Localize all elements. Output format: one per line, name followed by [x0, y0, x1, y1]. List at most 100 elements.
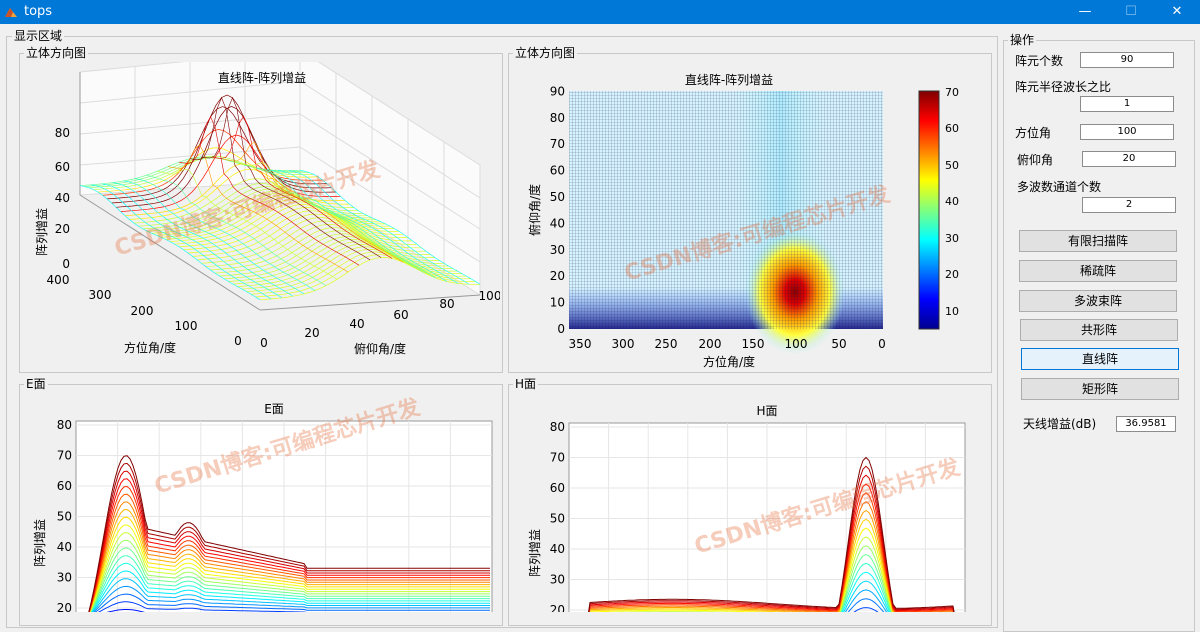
surface-mesh-line [101, 183, 283, 299]
channel-count-field[interactable]: 2 [1082, 197, 1176, 213]
azimuth-field[interactable]: 100 [1080, 124, 1174, 140]
e-plane-ylabel: 阵列增益 [33, 519, 47, 567]
e-plane-y-ticks: 20 30 40 50 60 70 80 [57, 418, 72, 612]
x-tick-label: 50 [831, 337, 846, 351]
colorbar-ticks: 10 20 30 40 50 60 70 [945, 86, 959, 318]
h-plane-plot[interactable]: H面 阵列增益 20 30 40 50 60 70 80 [509, 393, 989, 612]
colorbar-tick-label: 50 [945, 159, 959, 172]
series-line [91, 570, 490, 612]
surface-mesh-line [189, 96, 371, 261]
x-tick-label: 0 [234, 334, 242, 348]
x-tick-label: 300 [89, 288, 112, 302]
colorbar-tick-label: 40 [945, 195, 959, 208]
channel-count-label: 多波数通道个数 [1017, 180, 1102, 194]
x-tick-label: 400 [47, 273, 70, 287]
z-tick-label: 40 [55, 191, 70, 205]
series-line [589, 527, 894, 612]
colorbar-tick-label: 20 [945, 268, 959, 281]
series-line [588, 509, 954, 612]
surface-mesh-line [123, 180, 305, 295]
surface-mesh-line [167, 144, 349, 273]
surface-mesh-line [156, 169, 338, 280]
y-tick-label: 40 [349, 317, 364, 331]
series-line [89, 539, 490, 612]
surface-mesh-line [79, 185, 261, 301]
series-line [589, 518, 894, 612]
series-line [88, 455, 490, 612]
panel-e-plane-label: E面 [24, 377, 48, 391]
x-tick-label: 300 [612, 337, 635, 351]
panel-h-plane-label: H面 [513, 377, 539, 391]
series-line [588, 483, 955, 612]
y-tick-label: 50 [550, 512, 565, 526]
operations-label: 操作 [1008, 33, 1037, 47]
y-tick-label: 90 [550, 84, 565, 98]
h-plane-title: H面 [756, 404, 777, 418]
series-line [88, 478, 490, 612]
radius-ratio-field[interactable]: 1 [1080, 96, 1174, 112]
heatmap-title: 直线阵-阵列增益 [685, 73, 773, 87]
close-button[interactable]: ✕ [1171, 4, 1183, 19]
heatmap-ylabel: 俯仰角/度 [527, 184, 542, 236]
panel-heatmap [508, 53, 992, 373]
x-tick-label: 200 [699, 337, 722, 351]
y-tick-label: 50 [57, 510, 72, 524]
series-line [89, 516, 490, 612]
colorbar [918, 90, 940, 330]
multi-beam-array-button[interactable]: 多波束阵 [1019, 290, 1177, 312]
y-axis-label: 俯仰角/度 [354, 341, 406, 356]
z-axis-label: 阵列增益 [35, 208, 49, 256]
z-tick-label: 20 [55, 222, 70, 236]
series-line [91, 578, 490, 612]
heatmap-image [569, 91, 883, 354]
x-tick-label: 250 [655, 337, 678, 351]
element-count-field[interactable]: 90 [1080, 52, 1174, 68]
element-count-label: 阵元个数 [1015, 54, 1064, 68]
e-plane-title: E面 [264, 402, 284, 416]
minimize-button[interactable]: — [1078, 4, 1092, 19]
e-plane-plot[interactable]: E面 阵列增益 20 30 40 50 60 70 80 [20, 393, 500, 612]
series-line [588, 456, 955, 612]
surface-mesh-line [178, 116, 360, 266]
y-tick-labels: 0 20 40 60 80 100 [260, 289, 500, 350]
antenna-gain-value: 36.9581 [1116, 416, 1176, 432]
surface-mesh [79, 94, 481, 301]
e-plane-curves [88, 455, 490, 612]
heatmap-plot[interactable]: 直线阵-阵列增益 俯仰角/度 方位角/度 350 300 250 200 150 100 5… [509, 62, 989, 370]
series-line [88, 485, 490, 612]
colorbar-tick-label: 10 [945, 305, 959, 318]
matlab-app-icon [5, 8, 17, 17]
maximize-button[interactable]: ☐ [1125, 4, 1137, 19]
colorbar-tick-label: 70 [945, 86, 959, 99]
h-plane-curves [588, 456, 955, 612]
x-tick-label: 100 [175, 319, 198, 333]
y-tick-label: 60 [550, 164, 565, 178]
surface-mesh-line [211, 115, 393, 259]
y-tick-label: 20 [550, 603, 565, 612]
elevation-label: 俯仰角 [1017, 153, 1054, 167]
z-tick-labels: 0 20 40 60 80 [55, 126, 70, 271]
linear-array-button[interactable]: 直线阵 [1021, 348, 1179, 370]
series-line [88, 501, 490, 612]
rectangular-array-button[interactable]: 矩形阵 [1021, 378, 1179, 400]
surface-mesh-line [145, 175, 327, 286]
y-tick-label: 0 [260, 336, 268, 350]
axes-box [79, 62, 481, 311]
series-line [88, 470, 490, 612]
display-region-label: 显示区域 [12, 29, 65, 43]
y-tick-label: 30 [550, 573, 565, 587]
x-tick-label: 100 [785, 337, 808, 351]
conformal-array-button[interactable]: 共形阵 [1020, 319, 1178, 341]
panel-3d-surface [19, 53, 503, 373]
surface-mesh-line [255, 167, 437, 279]
y-tick-label: 20 [57, 601, 72, 612]
colorbar-tick-label: 30 [945, 232, 959, 245]
finite-scan-array-button[interactable]: 有限扫描阵 [1019, 230, 1177, 252]
sparse-array-button[interactable]: 稀疏阵 [1019, 260, 1177, 282]
surface-mesh-line [266, 169, 448, 282]
z-tick-label: 0 [62, 257, 70, 271]
elevation-field[interactable]: 20 [1082, 151, 1176, 167]
radius-ratio-label: 阵元半径波长之比 [1015, 80, 1112, 94]
y-tick-label: 70 [550, 451, 565, 465]
